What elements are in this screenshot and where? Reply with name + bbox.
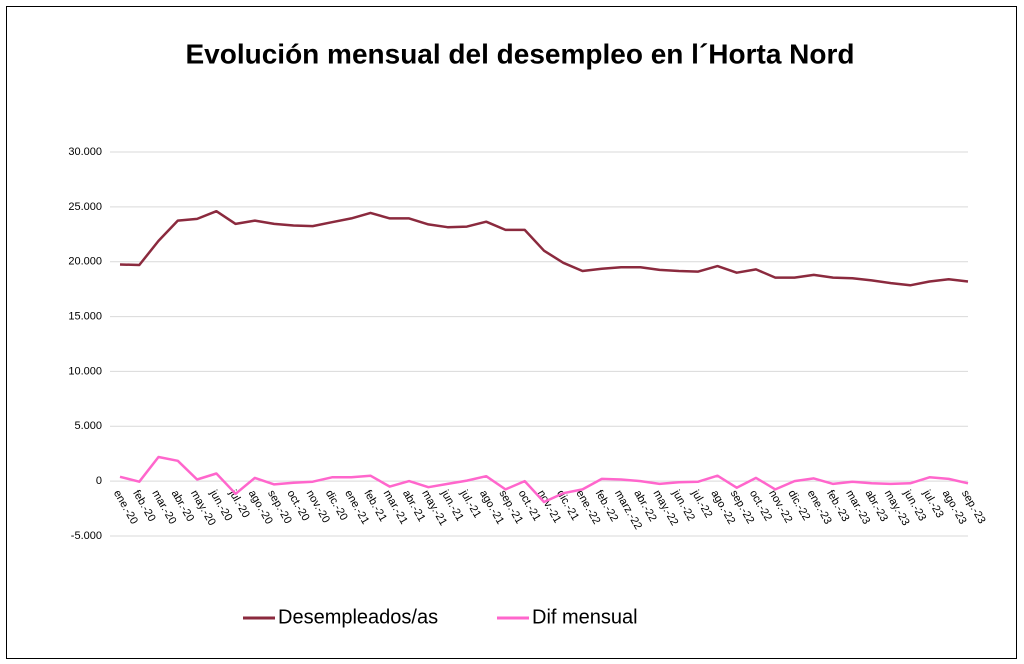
y-tick-label: 20.000 [68,256,102,268]
y-tick-label: 0 [96,475,102,487]
chart-title: Evolución mensual del desempleo en l´Hor… [185,38,854,69]
y-tick-label: 30.000 [68,146,102,158]
y-tick-label: 10.000 [68,365,102,377]
y-tick-label: 25.000 [68,201,102,213]
legend-label: Desempleados/as [278,606,438,628]
series-line [119,455,969,504]
y-tick-label: -5.000 [71,530,102,542]
series-line [119,209,969,287]
y-tick-label: 5.000 [74,420,102,432]
y-tick-label: 15.000 [68,310,102,322]
chart-frame [6,6,1017,659]
legend-label: Dif mensual [532,606,638,628]
